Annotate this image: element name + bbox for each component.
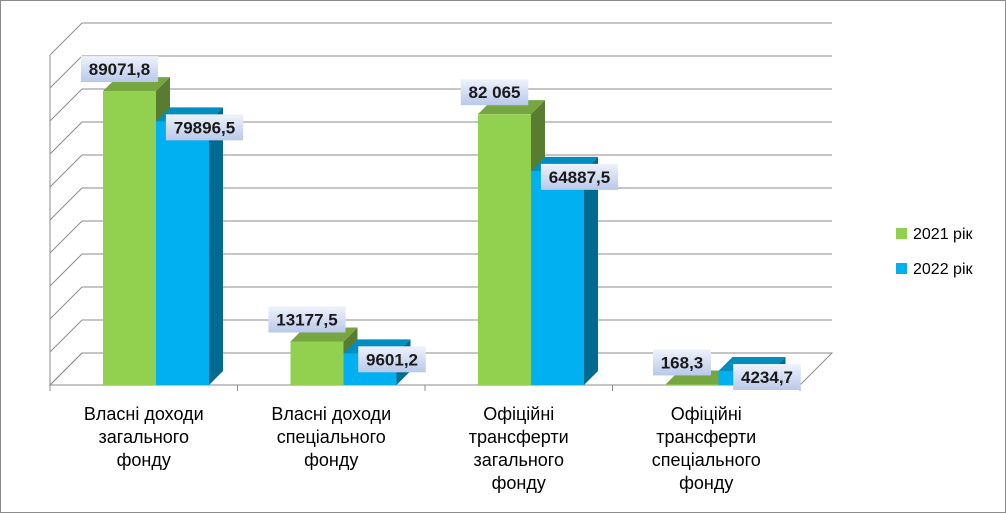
- bar-side: [584, 156, 598, 385]
- data-label: 79896,5: [165, 114, 244, 141]
- gridline-side: [49, 88, 83, 122]
- data-label: 64887,5: [540, 163, 619, 190]
- data-label-text: 4234,7: [741, 368, 793, 387]
- data-label-box: [80, 56, 159, 83]
- data-label: 82 065: [460, 79, 529, 106]
- bar-side: [209, 107, 223, 385]
- data-label-box: [268, 306, 346, 333]
- data-label: 9601,2: [358, 346, 426, 373]
- legend-label: 2022 рік: [913, 261, 973, 278]
- data-label-text: 64887,5: [549, 168, 610, 187]
- data-label: 89071,8: [80, 56, 159, 83]
- bar-series2-cat1: [156, 107, 223, 385]
- legend: 2021 рік 2022 рік: [896, 226, 973, 278]
- data-label-text: 9601,2: [366, 350, 418, 369]
- category-label: Власні доходи спеціального фонду: [271, 404, 391, 470]
- category-labels: Власні доходи загального фонду Власні доход…: [84, 404, 761, 493]
- data-label-text: 89071,8: [89, 60, 150, 79]
- data-label-box: [165, 114, 244, 141]
- data-label: 4234,7: [733, 364, 801, 391]
- data-label: 13177,5: [268, 306, 346, 333]
- gridline-side: [49, 22, 83, 56]
- bar-series2-cat3: [531, 156, 598, 385]
- category-label: Офіційні трансферти спеціального фонду: [652, 404, 761, 493]
- data-label-box: [540, 163, 619, 190]
- bar-front: [103, 91, 156, 386]
- gridline-side: [49, 55, 83, 89]
- gridline-side: [49, 286, 83, 320]
- legend-swatch: [896, 263, 907, 274]
- gridline-side: [49, 121, 83, 155]
- legend-item: 2022 рік: [896, 261, 973, 278]
- bar-front: [665, 384, 719, 385]
- category-label: Офіційні трансферти загального фонду: [469, 404, 569, 493]
- data-label-text: 168,3: [661, 353, 704, 372]
- data-label-box: [460, 79, 529, 106]
- bar-front: [156, 121, 209, 385]
- legend-swatch: [896, 228, 907, 239]
- data-label-box: [653, 349, 711, 376]
- gridline-side: [49, 352, 83, 386]
- data-labels: 89071,8 79896,5 13177,5 9601,2 82 065 64887,5…: [80, 56, 801, 391]
- data-label-box: [358, 346, 426, 373]
- gridline-side: [49, 253, 83, 287]
- data-label-text: 13177,5: [276, 311, 337, 330]
- gridline-side: [49, 187, 83, 221]
- data-label-text: 79896,5: [174, 118, 235, 137]
- legend-label: 2021 рік: [913, 226, 973, 243]
- legend-item: 2021 рік: [896, 226, 973, 243]
- bar-front: [531, 170, 584, 385]
- data-label: 168,3: [653, 349, 711, 376]
- data-label-text: 82 065: [469, 83, 521, 102]
- gridline-side: [49, 319, 83, 353]
- bar-front: [290, 341, 344, 385]
- bar-front: [478, 114, 531, 386]
- category-label: Власні доходи загального фонду: [84, 404, 204, 470]
- gridline-side: [49, 154, 83, 188]
- gridline-side: [49, 220, 83, 254]
- data-label-box: [733, 364, 801, 391]
